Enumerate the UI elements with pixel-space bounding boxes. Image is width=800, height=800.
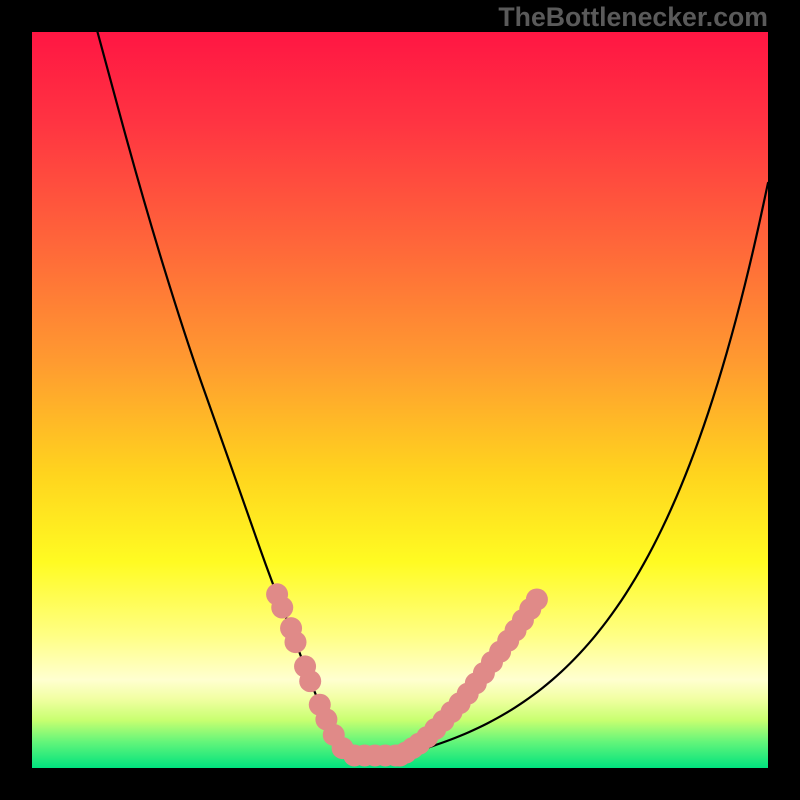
marker-left xyxy=(284,631,306,653)
chart-frame: TheBottlenecker.com xyxy=(0,0,800,800)
plot-area xyxy=(32,32,768,768)
marker-right xyxy=(526,588,548,610)
marker-left xyxy=(299,670,321,692)
watermark-text: TheBottlenecker.com xyxy=(498,2,768,33)
marker-left xyxy=(271,597,293,619)
curve-layer xyxy=(32,32,768,768)
bottleneck-curve xyxy=(98,32,768,755)
